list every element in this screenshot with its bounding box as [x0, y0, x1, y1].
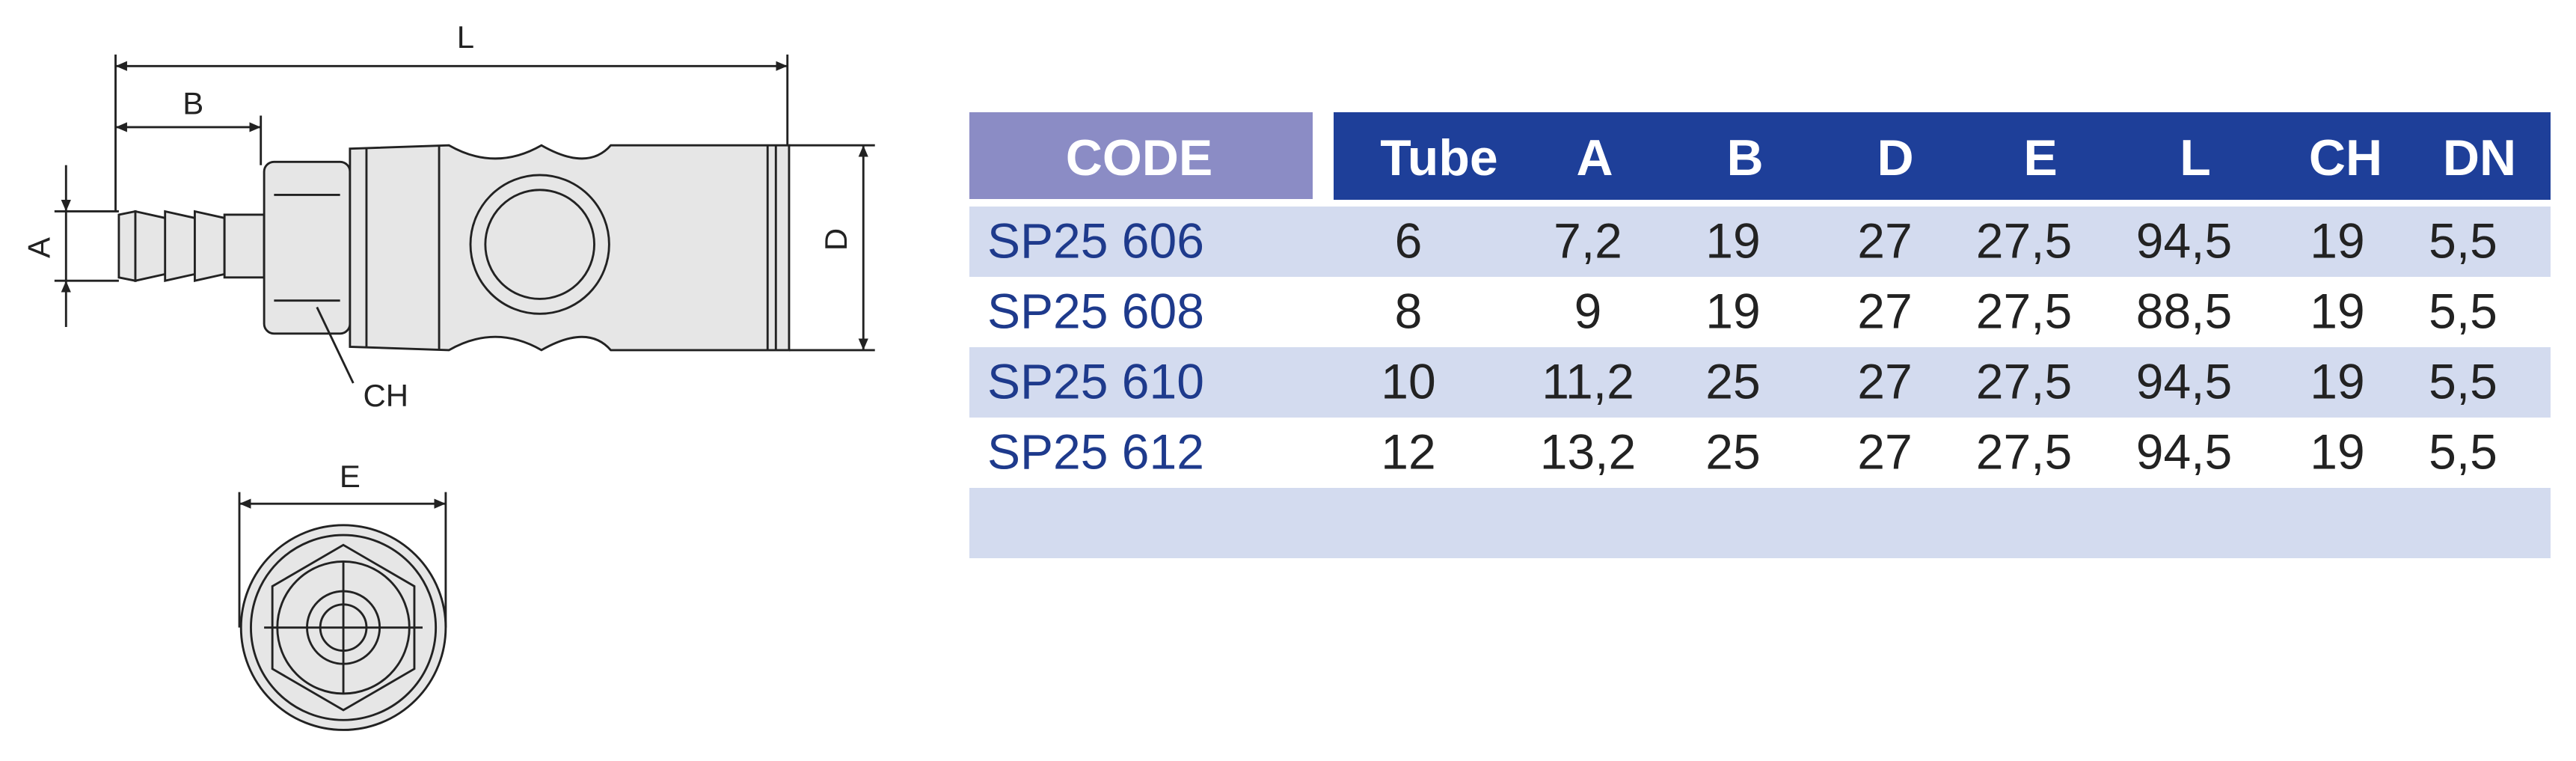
- cell-value: 7,2: [1554, 213, 1622, 268]
- dimension-table: CODE Tube A B D E L CH DN SP25 606 6 7,2 19 27 27,5 94,…: [969, 112, 2551, 558]
- dim-label: CH: [364, 378, 409, 413]
- cell-value: 8: [1395, 283, 1423, 338]
- header-cell: [1334, 112, 2551, 200]
- dim-label: D: [818, 228, 853, 251]
- cell-value: 5,5: [2429, 213, 2497, 268]
- cell-value: 6: [1395, 213, 1423, 268]
- dim-label: B: [183, 85, 203, 120]
- cell-value: 12: [1381, 424, 1435, 479]
- cell-value: 94,5: [2136, 353, 2232, 409]
- cell-value: 27,5: [1976, 283, 2072, 338]
- cell-value: 13,2: [1540, 424, 1636, 479]
- cell-value: 94,5: [2136, 213, 2232, 268]
- cell-value: 27,5: [1976, 353, 2072, 409]
- cell-value: 19: [1705, 213, 1760, 268]
- column-header: Tube: [1380, 129, 1497, 186]
- cell-value: 27: [1857, 213, 1912, 268]
- cell-value: 88,5: [2136, 283, 2232, 338]
- column-header: CH: [2309, 129, 2382, 186]
- cell-value: 19: [2310, 283, 2364, 338]
- cell-value: 94,5: [2136, 424, 2232, 479]
- cell-value: 19: [2310, 353, 2364, 409]
- dim-label: A: [21, 237, 56, 258]
- row-band: [969, 207, 2551, 277]
- cell-value: 5,5: [2429, 424, 2497, 479]
- product-code: SP25 612: [987, 424, 1204, 479]
- row-band: [969, 347, 2551, 418]
- cell-value: 19: [2310, 424, 2364, 479]
- cell-value: 25: [1705, 353, 1760, 409]
- cell-value: 5,5: [2429, 283, 2497, 338]
- cell-value: 9: [1574, 283, 1602, 338]
- cell-value: 10: [1381, 353, 1435, 409]
- cell-value: 19: [2310, 213, 2364, 268]
- header-code-cell: [969, 112, 1313, 199]
- product-code: SP25 610: [987, 353, 1204, 409]
- cell-value: 27: [1857, 283, 1912, 338]
- cell-value: 27,5: [1976, 424, 2072, 479]
- technical-drawing: L B A D CH E: [21, 19, 875, 731]
- cell-value: 19: [1705, 283, 1760, 338]
- cell-value: 11,2: [1542, 353, 1634, 409]
- cell-value: 27: [1857, 424, 1912, 479]
- column-header: A: [1576, 129, 1613, 186]
- column-header: CODE: [1066, 129, 1212, 186]
- dim-label: E: [340, 459, 361, 494]
- column-header: E: [2023, 129, 2057, 186]
- product-code: SP25 608: [987, 283, 1204, 338]
- column-header: DN: [2443, 129, 2516, 186]
- cell-value: 27: [1857, 353, 1912, 409]
- column-header: L: [2180, 129, 2211, 186]
- cell-value: 25: [1705, 424, 1760, 479]
- row-band: [969, 488, 2551, 558]
- column-header: B: [1726, 129, 1763, 186]
- column-header: D: [1877, 129, 1913, 186]
- cell-value: 27,5: [1976, 213, 2072, 268]
- cell-value: 5,5: [2429, 353, 2497, 409]
- product-code: SP25 606: [987, 213, 1204, 268]
- dim-label: L: [457, 19, 474, 55]
